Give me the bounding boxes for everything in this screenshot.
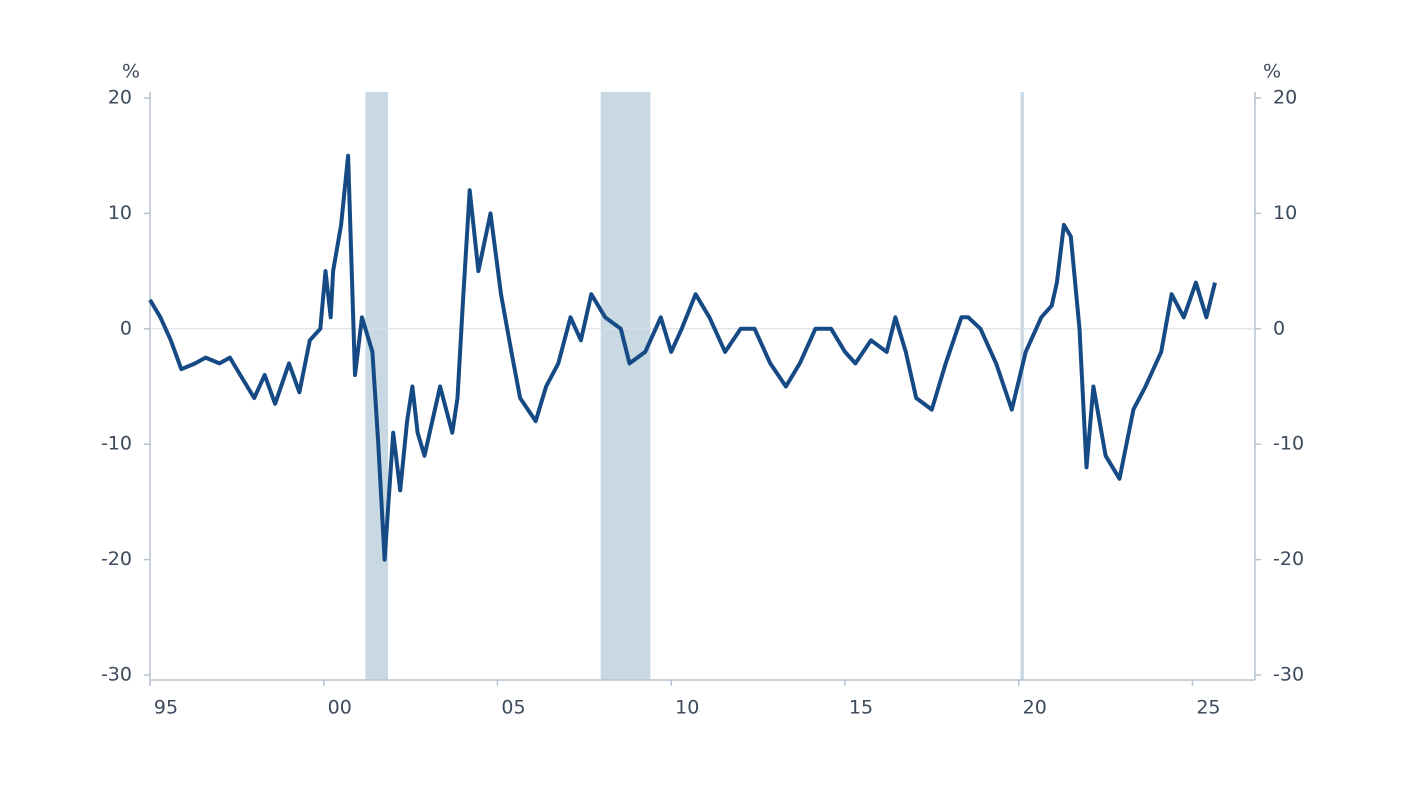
y-tick-label: 10 xyxy=(108,202,132,224)
shaded-period xyxy=(1020,92,1024,680)
x-tick-label: 15 xyxy=(849,697,873,719)
y2-tick-label: 20 xyxy=(1273,87,1297,109)
y-tick-label: 0 xyxy=(120,317,132,339)
y-tick-label: -30 xyxy=(101,664,132,686)
y2-tick-label: 0 xyxy=(1273,317,1285,339)
x-tick-label: 20 xyxy=(1023,697,1047,719)
data-line xyxy=(148,153,1217,562)
shaded-period xyxy=(365,92,389,680)
y-tick-label: 20 xyxy=(108,87,132,109)
y2-tick-label: -10 xyxy=(1273,433,1304,455)
y2-tick-label: -30 xyxy=(1273,664,1304,686)
y2-tick-label: -20 xyxy=(1273,548,1304,570)
x-tick-label: 10 xyxy=(675,697,699,719)
x-tick-label: 95 xyxy=(154,697,178,719)
y-tick-label: -20 xyxy=(101,548,132,570)
y2-tick-label: 10 xyxy=(1273,202,1297,224)
y-tick-label: -10 xyxy=(101,433,132,455)
y2-unit: % xyxy=(1263,61,1281,83)
x-tick-label: 25 xyxy=(1196,697,1220,719)
x-tick-label: 05 xyxy=(501,697,525,719)
shaded-period xyxy=(600,92,651,680)
y-unit: % xyxy=(122,61,140,83)
x-tick-label: 00 xyxy=(328,697,352,719)
